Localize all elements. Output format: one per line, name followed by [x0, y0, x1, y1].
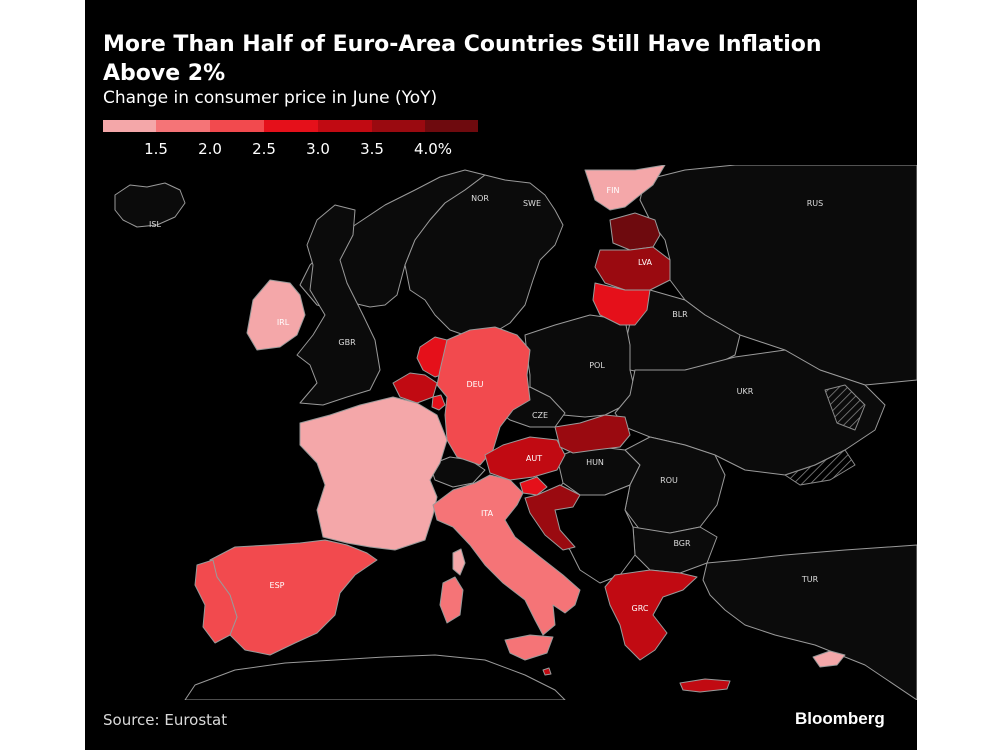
legend-swatch-6 — [372, 120, 425, 132]
country-BGR — [632, 526, 718, 574]
country-TUR — [702, 544, 917, 700]
label-LVA: LVA — [638, 258, 653, 267]
label-NOR: NOR — [471, 194, 489, 203]
country-EST — [609, 212, 661, 251]
legend-tick-6: 4.0% — [413, 140, 453, 158]
label-CZE: CZE — [532, 411, 548, 420]
island-sardinia — [439, 576, 464, 624]
label-ITA: ITA — [481, 509, 494, 518]
country-DEU — [436, 326, 531, 466]
legend-tick-5: 3.5 — [360, 140, 384, 158]
country-CYP — [812, 650, 846, 668]
country-ESP — [209, 539, 378, 656]
label-RUS: RUS — [807, 199, 824, 208]
label-UKR: UKR — [737, 387, 754, 396]
country-LVA — [594, 246, 671, 291]
label-ESP: ESP — [270, 581, 285, 590]
label-DEU: DEU — [466, 380, 483, 389]
country-ITA — [432, 474, 581, 636]
legend-tick-4: 3.0 — [306, 140, 330, 158]
label-HUN: HUN — [586, 458, 604, 467]
label-FIN: FIN — [607, 186, 620, 195]
europe-map: ISL NOR SWE FIN RUS LVA BLR IRL GBR DEU … — [114, 165, 917, 700]
label-TUR: TUR — [801, 575, 819, 584]
country-BEL — [392, 372, 438, 404]
crimea-hatched — [784, 449, 856, 486]
country-SWE — [404, 174, 564, 338]
source-note: Source: Eurostat — [103, 711, 228, 729]
chart-subtitle: Change in consumer price in June (YoY) — [103, 88, 438, 108]
country-SVN — [519, 476, 548, 496]
legend-swatch-5 — [318, 120, 372, 132]
chart-title: More Than Half of Euro-Area Countries St… — [103, 32, 822, 86]
legend-tick-1: 1.5 — [144, 140, 168, 158]
country-GRC — [604, 569, 698, 661]
country-IRL — [246, 279, 306, 351]
country-CHE — [429, 456, 486, 488]
island-sicily — [504, 634, 554, 661]
country-HRV — [524, 484, 581, 551]
label-BGR: BGR — [673, 539, 691, 548]
legend-swatch-2 — [156, 120, 210, 132]
country-SVK — [554, 414, 631, 454]
country-MLT — [542, 667, 552, 676]
label-BLR: BLR — [672, 310, 688, 319]
country-GBR — [296, 204, 381, 406]
label-GRC: GRC — [632, 604, 649, 613]
country-LUX — [431, 394, 446, 411]
label-IRL: IRL — [277, 318, 290, 327]
legend-tick-2: 2.0 — [198, 140, 222, 158]
color-legend: 1.5 2.0 2.5 3.0 3.5 4.0% — [103, 120, 483, 160]
country-FIN — [584, 165, 666, 211]
chart-panel: More Than Half of Euro-Area Countries St… — [85, 0, 917, 750]
label-ROU: ROU — [660, 476, 678, 485]
island-corsica — [452, 548, 466, 576]
legend-swatch-4 — [264, 120, 318, 132]
bloomberg-logo: Bloomberg — [795, 709, 885, 728]
country-ISL — [114, 182, 186, 228]
label-GBR: GBR — [338, 338, 356, 347]
legend-swatch-3 — [210, 120, 264, 132]
country-LTU — [592, 282, 651, 326]
label-AUT: AUT — [526, 454, 542, 463]
island-crete — [679, 678, 731, 693]
label-POL: POL — [589, 361, 605, 370]
donbas-hatched — [824, 384, 866, 431]
label-SWE: SWE — [523, 199, 541, 208]
country-FRA — [299, 396, 448, 551]
legend-swatch-1 — [103, 120, 156, 132]
label-ISL: ISL — [149, 220, 161, 229]
legend-tick-3: 2.5 — [252, 140, 276, 158]
legend-swatch-7 — [425, 120, 478, 132]
country-AUT — [484, 436, 566, 481]
country-PRT — [194, 559, 238, 644]
country-NAF — [184, 654, 566, 700]
